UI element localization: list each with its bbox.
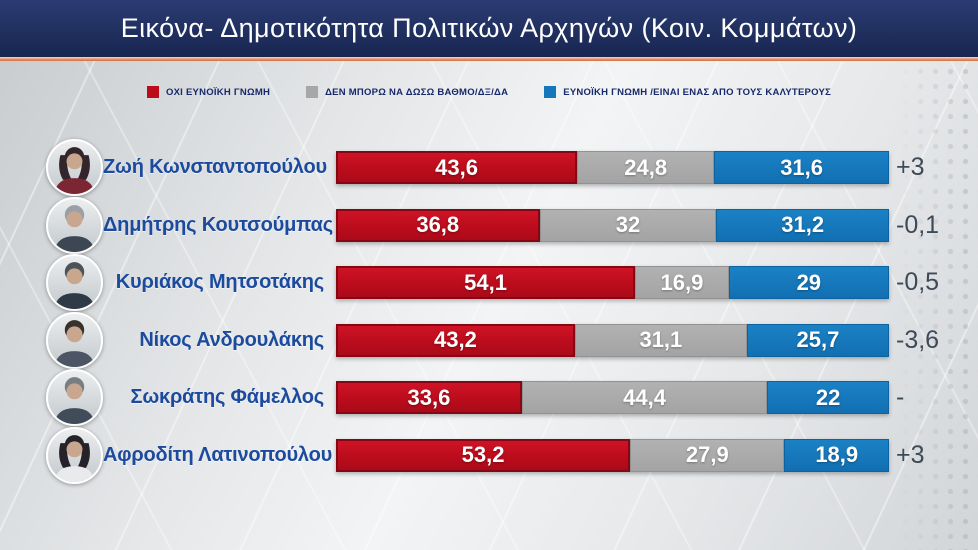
bar-segment-unfavorable: 43,2 (336, 323, 575, 357)
leader-name: Δημήτρης Κουτσούμπας (103, 213, 333, 236)
page-title: Εικόνα- Δημοτικότητα Πολιτικών Αρχηγών (… (120, 13, 858, 43)
segment-value: 43,6 (435, 154, 478, 180)
leader-name: Κυριάκος Μητσοτάκης (115, 271, 324, 294)
leader-photo (46, 139, 103, 197)
bar-segment-unfavorable: 36,8 (336, 208, 540, 242)
legend-item-favorable: ΕΥΝΟΪΚΗ ΓΝΩΜΗ /ΕΙΝΑΙ ΕΝΑΣ ΑΠΟ ΤΟΥΣ ΚΑΛΥΤ… (544, 86, 831, 98)
segment-value: 31,1 (639, 327, 683, 353)
person-silhouette-icon (54, 262, 95, 310)
segment-value: 29 (796, 269, 822, 295)
bar-segment-neutral: 32 (539, 208, 717, 242)
segment-value: 18,9 (815, 442, 859, 468)
person-silhouette-icon (54, 377, 95, 425)
leader-photo (46, 311, 103, 369)
bar-segment-favorable: 31,2 (716, 208, 889, 242)
leader-photo (46, 196, 103, 254)
leader-name: Νίκος Ανδρουλάκης (139, 328, 324, 351)
segment-value: 32 (615, 212, 641, 238)
leader-row: Ζωή Κωνσταντοπούλου 43,6 24,8 31,6 +3 (0, 139, 978, 197)
bar-segment-neutral: 31,1 (574, 323, 747, 357)
legend: ΟΧΙ ΕΥΝΟΪΚΗ ΓΝΩΜΗ ΔΕΝ ΜΠΟΡΩ ΝΑ ΔΩΣΩ ΒΑΘΜ… (0, 86, 978, 98)
leader-row: Αφροδίτη Λατινοπούλου 53,2 27,9 18,9 +3 (0, 426, 978, 485)
title-bar: Εικόνα- Δημοτικότητα Πολιτικών Αρχηγών (… (0, 0, 978, 57)
leader-photo (46, 426, 103, 484)
legend-item-unfavorable: ΟΧΙ ΕΥΝΟΪΚΗ ΓΝΩΜΗ (146, 86, 271, 98)
bar-segment-unfavorable: 33,6 (336, 381, 522, 415)
legend-label: ΟΧΙ ΕΥΝΟΪΚΗ ΓΝΩΜΗ (165, 86, 271, 98)
segment-value: 31,6 (780, 154, 824, 180)
change-value: +3 (896, 440, 925, 469)
bar-segment-neutral: 27,9 (630, 438, 785, 472)
bar-segment-unfavorable: 53,2 (336, 438, 631, 472)
person-silhouette-icon (54, 434, 95, 482)
legend-swatch-gray (306, 86, 319, 98)
segment-value: 27,9 (685, 442, 729, 468)
bar-segment-favorable: 25,7 (746, 323, 889, 357)
legend-label: ΔΕΝ ΜΠΟΡΩ ΝΑ ΔΩΣΩ ΒΑΘΜΟ/ΔΞ/ΔΑ (325, 86, 509, 98)
title-underline (0, 57, 978, 61)
person-silhouette-icon (54, 147, 95, 195)
bar-segment-favorable: 22 (767, 381, 889, 415)
leader-row: Σωκράτης Φάμελλος 33,6 44,4 22 - (0, 369, 978, 427)
leader-row: Κυριάκος Μητσοτάκης 54,1 16,9 29 -0,5 (0, 254, 978, 312)
person-silhouette-icon (54, 204, 95, 252)
stacked-bar: 36,8 32 31,2 (336, 208, 889, 242)
segment-value: 54,1 (464, 269, 507, 295)
bar-segment-unfavorable: 43,6 (336, 151, 578, 185)
segment-value: 16,9 (660, 269, 704, 295)
stacked-bar: 54,1 16,9 29 (336, 266, 889, 300)
bar-segment-neutral: 44,4 (521, 381, 768, 415)
segment-value: 43,2 (434, 327, 477, 353)
bar-segment-unfavorable: 54,1 (336, 266, 636, 300)
stacked-bar: 43,2 31,1 25,7 (336, 323, 889, 357)
segment-value: 36,8 (416, 212, 460, 238)
legend-swatch-blue (544, 86, 557, 98)
bar-segment-favorable: 31,6 (714, 151, 889, 185)
change-value: - (896, 383, 905, 412)
bar-segment-neutral: 16,9 (635, 266, 729, 300)
stacked-bar: 33,6 44,4 22 (336, 381, 889, 415)
stacked-bar: 43,6 24,8 31,6 (336, 151, 889, 185)
segment-value: 53,2 (461, 442, 505, 468)
bar-segment-neutral: 24,8 (577, 151, 715, 185)
leader-photo (46, 254, 103, 312)
segment-value: 44,4 (623, 384, 666, 410)
legend-label: ΕΥΝΟΪΚΗ ΓΝΩΜΗ /ΕΙΝΑΙ ΕΝΑΣ ΑΠΟ ΤΟΥΣ ΚΑΛΥΤ… (563, 86, 832, 98)
leader-name: Αφροδίτη Λατινοπούλου (103, 443, 333, 466)
segment-value: 25,7 (796, 327, 840, 353)
legend-item-neutral: ΔΕΝ ΜΠΟΡΩ ΝΑ ΔΩΣΩ ΒΑΘΜΟ/ΔΞ/ΔΑ (306, 86, 508, 98)
leader-row: Δημήτρης Κουτσούμπας 36,8 32 31,2 -0,1 (0, 196, 978, 255)
leader-photo (46, 369, 103, 427)
person-silhouette-icon (54, 319, 95, 367)
segment-value: 31,2 (781, 212, 825, 238)
leaders-chart: Ζωή Κωνσταντοπούλου 43,6 24,8 31,6 +3 Δη… (0, 139, 978, 484)
leader-row: Νίκος Ανδρουλάκης 43,2 31,1 25,7 -3,6 (0, 311, 978, 370)
change-value: +3 (896, 153, 925, 182)
segment-value: 22 (815, 384, 841, 410)
change-value: -3,6 (896, 325, 940, 354)
leader-name: Σωκράτης Φάμελλος (130, 386, 325, 409)
stacked-bar: 53,2 27,9 18,9 (336, 438, 889, 472)
leader-name: Ζωή Κωνσταντοπούλου (103, 156, 327, 179)
segment-value: 33,6 (407, 384, 451, 410)
change-value: -0,5 (896, 268, 940, 297)
segment-value: 24,8 (624, 154, 668, 180)
bar-segment-favorable: 29 (728, 266, 889, 300)
legend-swatch-red (146, 86, 159, 98)
bar-segment-favorable: 18,9 (784, 438, 889, 472)
change-value: -0,1 (896, 210, 940, 239)
